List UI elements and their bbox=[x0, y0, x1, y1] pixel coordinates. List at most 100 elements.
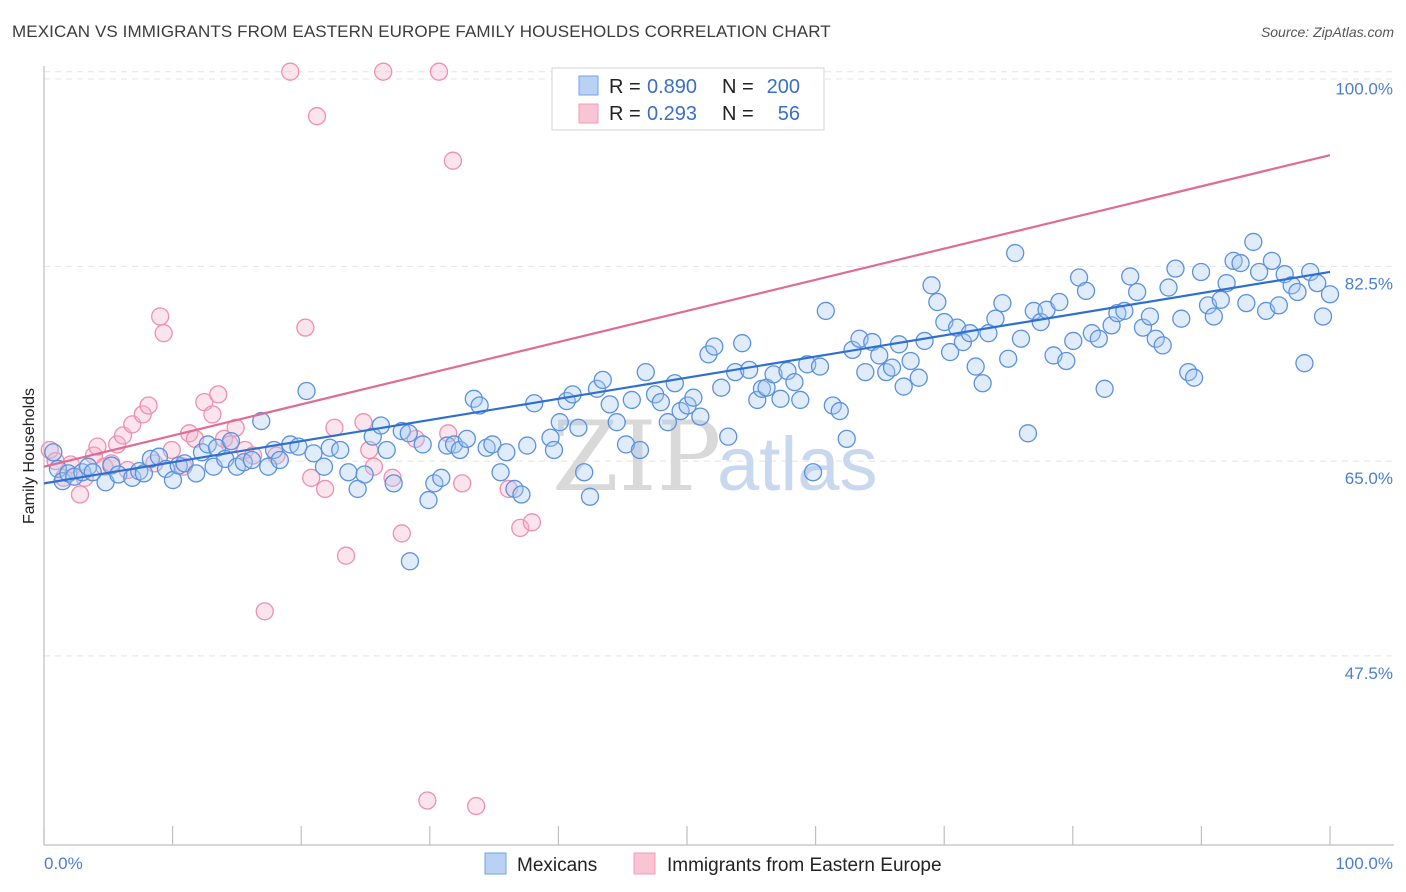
legend-n-label-2: N = bbox=[722, 103, 759, 125]
point-mexicans bbox=[550, 413, 569, 432]
point-mexicans bbox=[764, 365, 783, 384]
point-immigrants bbox=[154, 324, 173, 343]
point-mexicans bbox=[856, 362, 875, 382]
point-mexicans bbox=[1166, 259, 1185, 278]
point-immigrants bbox=[133, 405, 152, 424]
point-mexicans bbox=[771, 389, 790, 408]
point-mexicans bbox=[252, 411, 271, 431]
point-mexicans bbox=[457, 429, 477, 449]
point-mexicans bbox=[901, 351, 920, 371]
point-immigrants bbox=[522, 513, 542, 532]
point-mexicans bbox=[1076, 281, 1096, 301]
legend-n-value-1: 200 bbox=[767, 76, 800, 98]
bottom-legend-swatch-mexicans bbox=[484, 852, 507, 875]
point-mexicans bbox=[785, 372, 804, 392]
point-mexicans bbox=[1237, 293, 1256, 313]
point-immigrants bbox=[307, 107, 327, 126]
series-mexicans-points bbox=[44, 232, 1340, 571]
point-mexicans bbox=[569, 418, 588, 437]
point-mexicans bbox=[339, 463, 358, 482]
point-immigrants bbox=[443, 151, 463, 170]
point-mexicans bbox=[915, 331, 934, 351]
point-mexicans bbox=[432, 468, 451, 487]
trend-lines bbox=[43, 154, 1331, 485]
point-mexicans bbox=[593, 370, 612, 390]
point-mexicans bbox=[1159, 278, 1178, 297]
point-mexicans bbox=[270, 450, 289, 470]
point-immigrants bbox=[151, 307, 170, 326]
point-mexicans bbox=[1064, 331, 1083, 351]
point-mexicans bbox=[1231, 253, 1250, 273]
point-mexicans bbox=[1211, 290, 1230, 309]
point-mexicans bbox=[1269, 296, 1289, 315]
point-mexicans bbox=[1089, 329, 1108, 348]
x-tick-label-min: 0.0% bbox=[44, 854, 83, 873]
point-mexicans bbox=[259, 457, 278, 476]
point-mexicans bbox=[986, 309, 1005, 328]
point-immigrants bbox=[467, 796, 486, 816]
point-immigrants bbox=[70, 485, 90, 504]
point-mexicans bbox=[1140, 307, 1160, 326]
point-mexicans bbox=[1006, 243, 1025, 263]
y-axis-label: Family Households bbox=[21, 388, 38, 524]
point-mexicans bbox=[483, 435, 502, 454]
point-mexicans bbox=[748, 390, 767, 410]
point-mexicans bbox=[1172, 309, 1191, 328]
point-immigrants bbox=[203, 405, 222, 424]
point-mexicans bbox=[413, 435, 432, 454]
point-mexicans bbox=[616, 435, 636, 454]
point-mexicans bbox=[894, 377, 913, 396]
point-immigrants bbox=[392, 524, 411, 543]
series-legend: Mexicans Immigrants from Eastern Europe bbox=[484, 852, 942, 876]
point-immigrants bbox=[296, 318, 315, 337]
point-mexicans bbox=[658, 413, 677, 432]
point-mexicans bbox=[684, 388, 703, 407]
point-mexicans bbox=[691, 407, 710, 426]
point-mexicans bbox=[377, 440, 396, 460]
point-mexicans bbox=[348, 479, 367, 499]
point-mexicans bbox=[719, 427, 738, 446]
point-mexicans bbox=[1057, 351, 1076, 371]
point-mexicans bbox=[1224, 251, 1243, 270]
legend-n-value-2: 56 bbox=[778, 103, 800, 125]
bottom-legend-swatch-immigrants bbox=[633, 852, 656, 875]
point-mexicans bbox=[304, 444, 323, 463]
point-mexicans bbox=[221, 431, 241, 451]
point-mexicans bbox=[297, 381, 316, 401]
y-tick-label: 100.0% bbox=[1335, 80, 1393, 99]
point-mexicans bbox=[563, 385, 582, 404]
point-immigrants bbox=[418, 791, 437, 810]
point-mexicans bbox=[791, 390, 810, 410]
point-mexicans bbox=[636, 362, 655, 382]
point-immigrants bbox=[374, 62, 393, 81]
point-mexicans bbox=[491, 463, 510, 482]
source-label: Source: ZipAtlas.com bbox=[1260, 24, 1394, 40]
legend-n-label-1: N = bbox=[722, 76, 759, 98]
point-mexicans bbox=[622, 390, 641, 410]
point-mexicans bbox=[1184, 368, 1204, 387]
point-mexicans bbox=[778, 361, 797, 381]
point-mexicans bbox=[242, 450, 262, 470]
point-mexicans bbox=[400, 552, 420, 571]
point-mexicans bbox=[665, 374, 684, 393]
point-mexicans bbox=[803, 463, 823, 482]
point-mexicans bbox=[740, 360, 759, 380]
point-mexicans bbox=[940, 342, 960, 362]
point-mexicans bbox=[1011, 329, 1031, 348]
y-tick-label: 82.5% bbox=[1345, 274, 1393, 293]
point-mexicans bbox=[816, 301, 835, 321]
point-mexicans bbox=[187, 464, 206, 483]
point-mexicans bbox=[544, 440, 564, 460]
point-mexicans bbox=[1121, 267, 1140, 286]
point-mexicans bbox=[512, 485, 531, 504]
point-mexicans bbox=[384, 474, 403, 493]
point-mexicans bbox=[1244, 232, 1263, 252]
point-mexicans bbox=[1262, 251, 1282, 270]
point-mexicans bbox=[973, 374, 992, 393]
x-tick-label-max: 100.0% bbox=[1335, 854, 1393, 873]
point-mexicans bbox=[355, 465, 374, 484]
point-mexicans bbox=[928, 292, 947, 312]
point-mexicans bbox=[1018, 424, 1038, 443]
point-mexicans bbox=[575, 463, 594, 482]
trend-line-mexicans bbox=[43, 270, 1331, 485]
